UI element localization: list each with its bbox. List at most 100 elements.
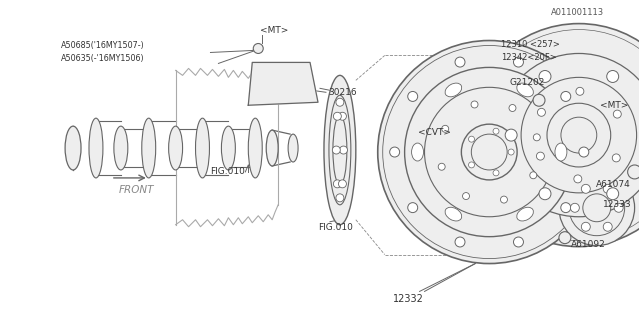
Text: 12342<20F>: 12342<20F> [501, 53, 557, 62]
Ellipse shape [288, 134, 298, 162]
Text: FRONT: FRONT [119, 185, 154, 195]
Text: FIG.010: FIG.010 [318, 223, 353, 232]
Circle shape [561, 117, 596, 153]
Circle shape [509, 105, 516, 111]
Circle shape [339, 146, 348, 154]
Text: A61092: A61092 [571, 240, 605, 249]
Circle shape [539, 70, 551, 83]
Circle shape [533, 94, 545, 106]
Circle shape [628, 165, 640, 179]
Circle shape [559, 232, 571, 244]
Ellipse shape [333, 115, 347, 185]
Circle shape [332, 146, 340, 154]
Ellipse shape [65, 126, 81, 170]
Circle shape [607, 188, 619, 200]
Circle shape [513, 57, 524, 67]
Ellipse shape [89, 118, 103, 178]
Text: <CVT>: <CVT> [417, 128, 451, 137]
Ellipse shape [168, 126, 182, 170]
Circle shape [521, 77, 637, 193]
Circle shape [336, 194, 344, 202]
Text: 12310 <257>: 12310 <257> [501, 40, 560, 49]
Circle shape [455, 57, 465, 67]
Ellipse shape [141, 118, 156, 178]
Ellipse shape [114, 126, 128, 170]
Circle shape [561, 203, 571, 212]
Ellipse shape [221, 126, 236, 170]
Circle shape [461, 124, 517, 180]
Circle shape [390, 147, 399, 157]
Circle shape [579, 147, 589, 157]
Circle shape [569, 180, 625, 236]
Text: 12333: 12333 [603, 200, 632, 209]
Circle shape [468, 136, 474, 142]
Polygon shape [248, 62, 318, 105]
Ellipse shape [248, 118, 262, 178]
Circle shape [508, 149, 514, 155]
Ellipse shape [266, 130, 278, 166]
Circle shape [547, 103, 611, 167]
Text: 30216: 30216 [328, 88, 356, 97]
Circle shape [530, 172, 537, 179]
Circle shape [339, 112, 346, 120]
Circle shape [614, 203, 623, 212]
Circle shape [581, 184, 590, 193]
Circle shape [500, 196, 508, 203]
Circle shape [570, 203, 579, 212]
Circle shape [497, 53, 640, 217]
Ellipse shape [329, 95, 351, 205]
Ellipse shape [445, 207, 461, 221]
Ellipse shape [516, 207, 533, 221]
Ellipse shape [555, 143, 567, 161]
Circle shape [613, 110, 621, 118]
Text: A50635(-'16MY1506): A50635(-'16MY1506) [61, 54, 145, 63]
Circle shape [513, 237, 524, 247]
Circle shape [438, 163, 445, 170]
Ellipse shape [324, 76, 356, 225]
Ellipse shape [196, 118, 209, 178]
Text: G21202: G21202 [509, 78, 545, 87]
Text: FIG.010: FIG.010 [211, 167, 245, 176]
Text: <MT>: <MT> [260, 26, 289, 35]
Circle shape [378, 41, 601, 264]
Circle shape [574, 175, 582, 183]
Circle shape [559, 170, 635, 246]
Text: A61074: A61074 [596, 180, 630, 189]
Circle shape [442, 125, 449, 132]
Circle shape [471, 101, 478, 108]
Circle shape [471, 134, 507, 170]
Circle shape [538, 108, 545, 116]
Circle shape [336, 98, 344, 106]
Circle shape [455, 237, 465, 247]
Text: A011001113: A011001113 [551, 8, 604, 17]
Circle shape [468, 162, 474, 168]
Circle shape [339, 180, 346, 188]
Circle shape [505, 129, 517, 141]
Circle shape [467, 24, 640, 247]
Text: <MT>: <MT> [600, 101, 628, 110]
Circle shape [607, 70, 619, 83]
Circle shape [333, 112, 341, 120]
Circle shape [408, 203, 418, 212]
Circle shape [576, 87, 584, 95]
Circle shape [408, 92, 418, 101]
Circle shape [424, 87, 554, 217]
Circle shape [533, 134, 540, 141]
Circle shape [583, 194, 611, 222]
Circle shape [561, 92, 571, 101]
Text: A50685('16MY1507-): A50685('16MY1507-) [61, 41, 145, 50]
Circle shape [463, 193, 470, 200]
Circle shape [253, 44, 263, 53]
Circle shape [604, 184, 612, 193]
Text: 12332: 12332 [393, 294, 424, 304]
Circle shape [604, 222, 612, 231]
Circle shape [493, 170, 499, 176]
Circle shape [404, 68, 574, 237]
Circle shape [493, 128, 499, 134]
Ellipse shape [445, 83, 461, 97]
Circle shape [581, 222, 590, 231]
Circle shape [536, 152, 545, 160]
Ellipse shape [516, 83, 533, 97]
Circle shape [333, 180, 341, 188]
Circle shape [539, 188, 551, 200]
